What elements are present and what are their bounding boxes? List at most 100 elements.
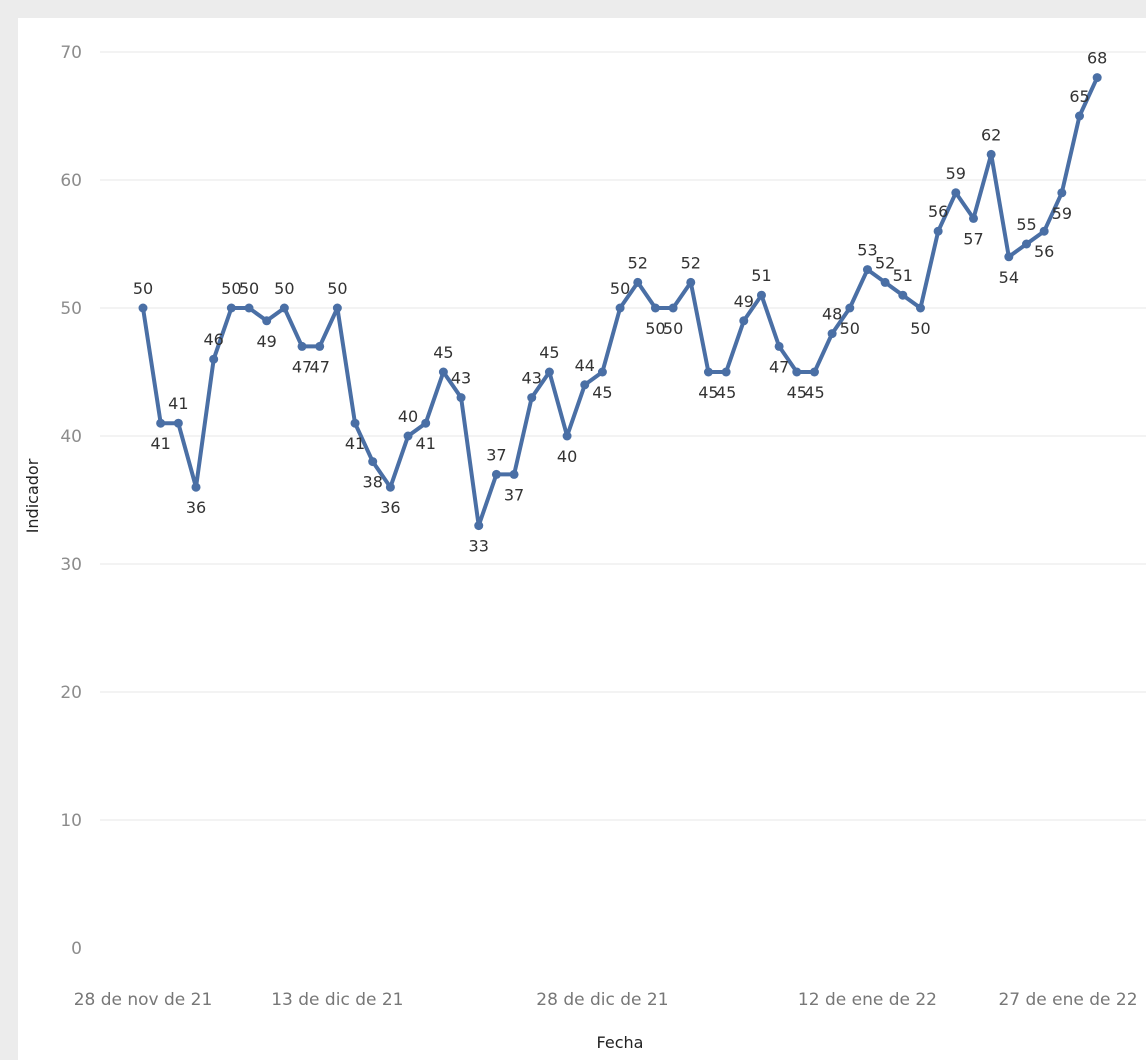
data-point [474, 521, 484, 531]
y-tick-label: 60 [60, 171, 82, 191]
data-point [933, 226, 943, 236]
data-label: 50 [221, 279, 241, 298]
x-tick-label: 13 de dic de 21 [271, 990, 403, 1010]
data-point [332, 303, 342, 313]
data-label: 50 [327, 279, 347, 298]
data-label: 37 [486, 445, 506, 464]
data-point [615, 303, 625, 313]
data-label: 56 [1034, 242, 1054, 261]
data-label: 41 [416, 434, 436, 453]
data-point [403, 431, 413, 441]
data-label: 56 [928, 202, 948, 221]
x-tick-label: 12 de ene de 22 [798, 990, 937, 1010]
data-point [968, 213, 978, 223]
data-label: 41 [345, 434, 365, 453]
data-point [1092, 73, 1102, 83]
data-point [898, 290, 908, 300]
data-label: 59 [1052, 204, 1072, 223]
data-label: 48 [822, 305, 842, 324]
data-label: 33 [469, 537, 489, 556]
data-point [491, 469, 501, 479]
data-point [368, 457, 378, 467]
data-label: 51 [751, 266, 771, 285]
data-point [262, 316, 272, 326]
data-point [385, 482, 395, 492]
data-label: 65 [1069, 87, 1089, 106]
y-tick-label: 40 [60, 427, 82, 447]
data-label: 41 [150, 434, 170, 453]
x-tick-label: 28 de nov de 21 [74, 990, 213, 1010]
data-point [438, 367, 448, 377]
y-tick-label: 10 [60, 811, 82, 831]
data-label: 36 [380, 498, 400, 517]
data-label: 49 [734, 292, 754, 311]
data-point [191, 482, 201, 492]
data-label: 45 [592, 383, 612, 402]
data-point [580, 380, 590, 390]
y-tick-label: 20 [60, 683, 82, 703]
data-label: 45 [698, 383, 718, 402]
data-label: 50 [910, 319, 930, 338]
data-point [880, 277, 890, 287]
data-point [650, 303, 660, 313]
data-label: 40 [557, 447, 577, 466]
data-point [1004, 252, 1014, 262]
data-point [456, 393, 466, 403]
data-point [1022, 239, 1031, 249]
data-label: 52 [628, 253, 648, 272]
data-point [845, 303, 855, 313]
data-point [509, 469, 519, 479]
data-label: 47 [292, 357, 312, 376]
data-label: 52 [681, 253, 701, 272]
data-point [226, 303, 236, 313]
y-tick-label: 50 [60, 299, 82, 319]
data-label: 40 [398, 407, 418, 426]
data-point [279, 303, 289, 313]
data-point [156, 418, 166, 428]
data-label: 47 [310, 357, 330, 376]
data-point [350, 418, 360, 428]
data-label: 41 [168, 394, 188, 413]
data-label: 45 [804, 383, 824, 402]
x-tick-label: 28 de dic de 21 [536, 990, 668, 1010]
data-point [721, 367, 731, 377]
data-point [597, 367, 607, 377]
data-point [562, 431, 572, 441]
data-point [686, 277, 696, 287]
data-label: 50 [133, 279, 153, 298]
data-label: 43 [522, 369, 542, 388]
data-point [809, 367, 819, 377]
data-label: 54 [999, 268, 1019, 287]
y-tick-label: 0 [71, 939, 82, 959]
data-point [739, 316, 749, 326]
data-label: 50 [645, 319, 665, 338]
x-tick-label: 27 de ene de 22 [998, 990, 1137, 1010]
data-label: 47 [769, 357, 789, 376]
data-label: 46 [204, 330, 224, 349]
data-label: 45 [539, 343, 559, 362]
y-axis-title: Indicador [23, 458, 42, 533]
data-label: 50 [663, 319, 683, 338]
data-point [756, 290, 766, 300]
data-point [668, 303, 678, 313]
data-point [138, 303, 148, 313]
data-label: 57 [963, 229, 983, 248]
y-tick-label: 30 [60, 555, 82, 575]
data-point [792, 367, 802, 377]
data-label: 52 [875, 253, 895, 272]
data-label: 50 [840, 319, 860, 338]
data-point [527, 393, 537, 403]
data-label: 43 [451, 369, 471, 388]
data-label: 36 [186, 498, 206, 517]
data-point [1057, 188, 1067, 198]
data-point [703, 367, 713, 377]
data-label: 38 [363, 473, 383, 492]
data-point [173, 418, 183, 428]
data-label: 37 [504, 485, 524, 504]
data-label: 68 [1087, 49, 1107, 68]
data-label: 44 [575, 356, 595, 375]
data-point [421, 418, 431, 428]
data-point [862, 265, 872, 275]
